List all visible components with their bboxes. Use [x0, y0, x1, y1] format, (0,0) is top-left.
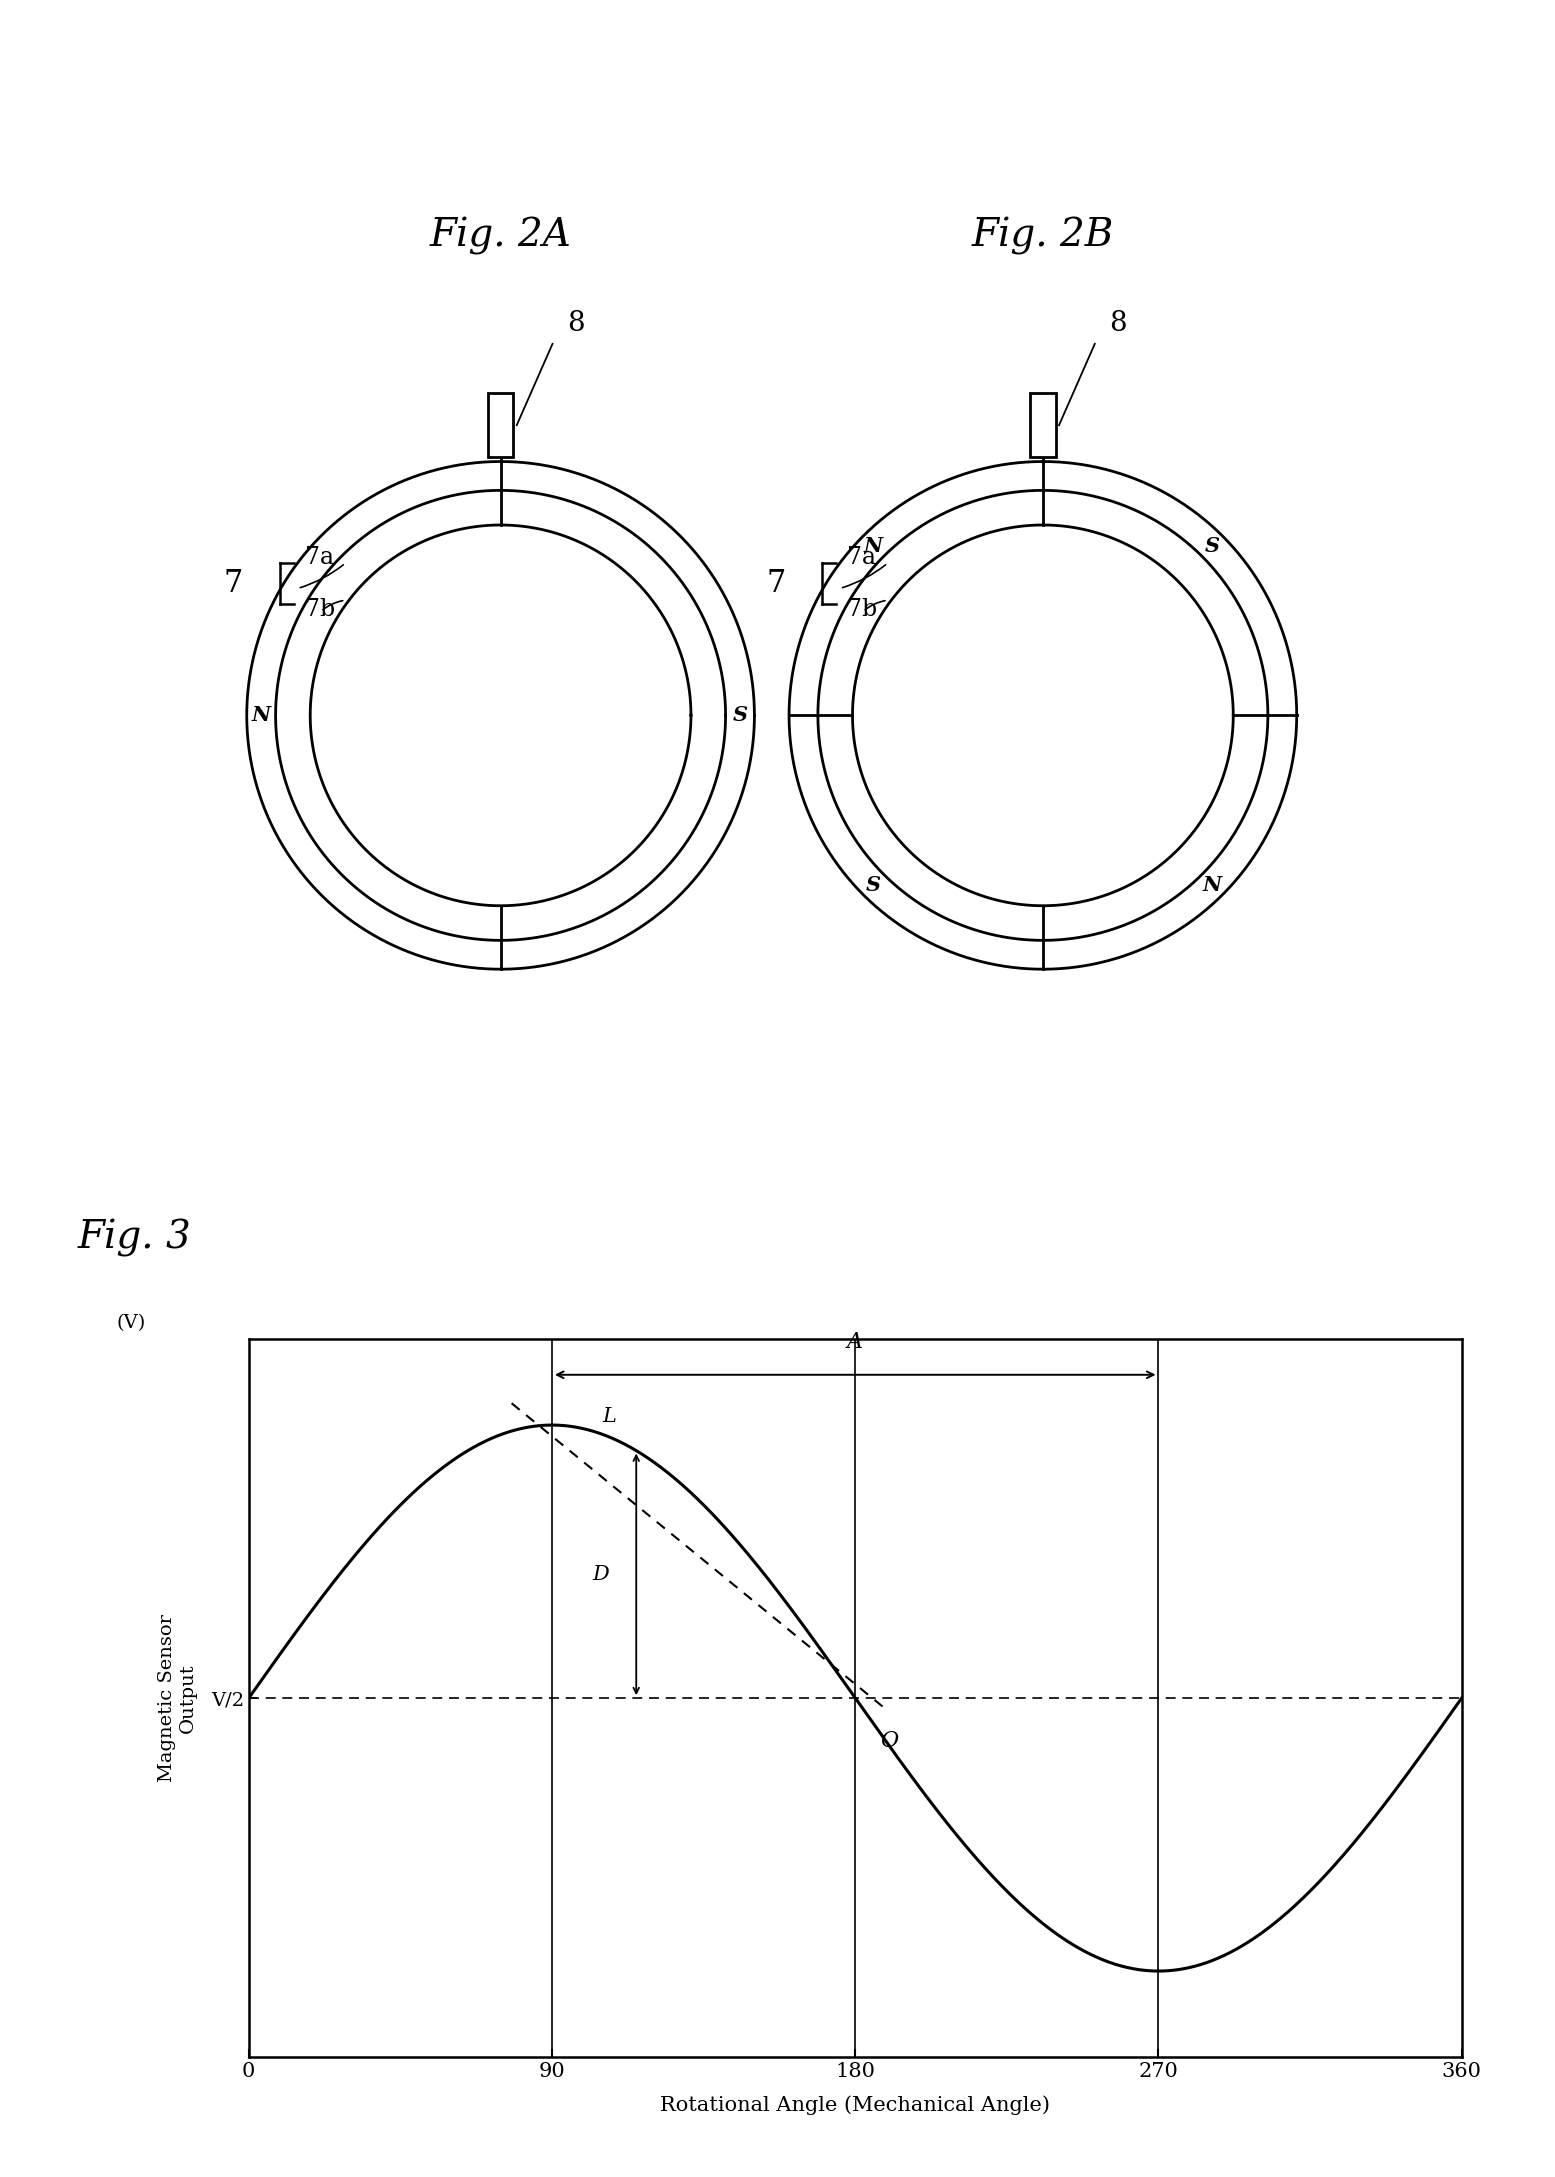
Text: S: S — [866, 875, 882, 895]
Text: D: D — [592, 1565, 610, 1585]
Text: 7a: 7a — [305, 546, 334, 568]
Text: 7: 7 — [767, 568, 785, 599]
Text: O: O — [880, 1731, 899, 1752]
Text: A: A — [847, 1330, 863, 1354]
Text: 7: 7 — [224, 568, 243, 599]
Text: 7a: 7a — [847, 546, 877, 568]
Text: Fig. 2A: Fig. 2A — [429, 218, 572, 255]
Text: Fig. 2B: Fig. 2B — [972, 218, 1113, 255]
X-axis label: Rotational Angle (Mechanical Angle): Rotational Angle (Mechanical Angle) — [661, 2094, 1050, 2114]
Text: (V): (V) — [117, 1313, 146, 1332]
Text: N: N — [865, 536, 883, 555]
Text: 8: 8 — [1109, 309, 1127, 337]
Text: Fig. 3: Fig. 3 — [78, 1219, 191, 1256]
Text: 7b: 7b — [847, 599, 877, 620]
Text: S: S — [1205, 536, 1219, 555]
Text: S: S — [732, 705, 748, 725]
Bar — [488, 394, 513, 457]
Text: 8: 8 — [566, 309, 585, 337]
Text: N: N — [1202, 875, 1222, 895]
Bar — [1029, 394, 1056, 457]
Text: L: L — [603, 1406, 616, 1426]
Text: N: N — [252, 705, 271, 725]
Y-axis label: Magnetic Sensor
Output: Magnetic Sensor Output — [159, 1613, 197, 1783]
Text: 7b: 7b — [305, 599, 336, 620]
